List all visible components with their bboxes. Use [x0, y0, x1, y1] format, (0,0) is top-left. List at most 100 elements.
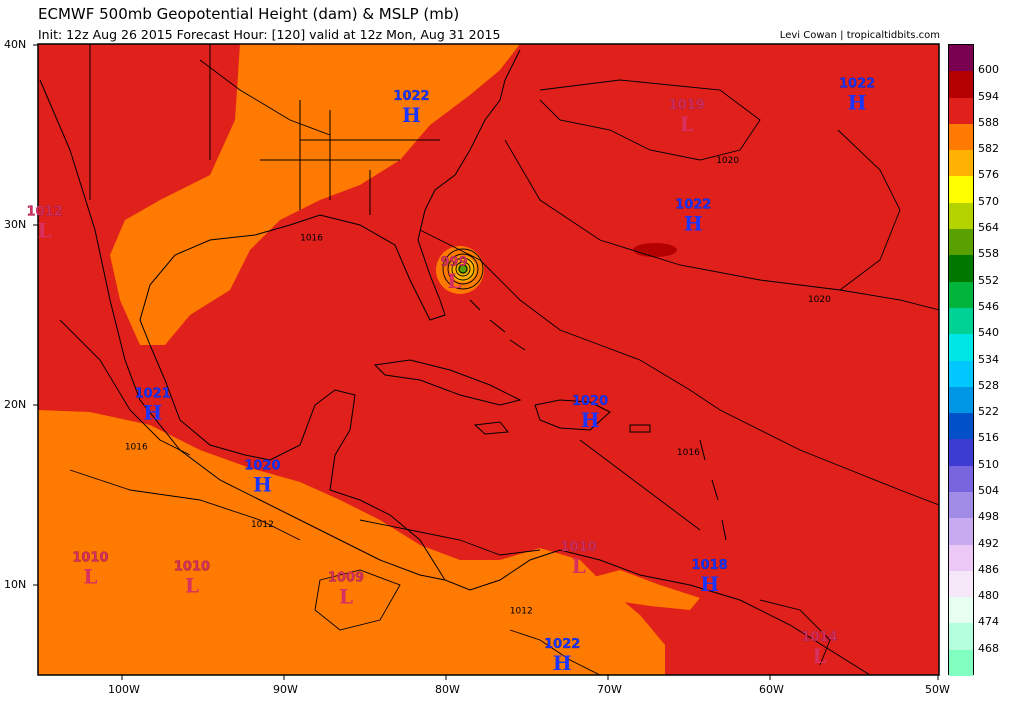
lat-label-10n: 10N: [4, 578, 27, 591]
isobar-label: 1012: [251, 520, 274, 530]
colorbar-segment: [949, 544, 973, 572]
height-fill-594-north: [520, 44, 939, 130]
high-symbol: H: [848, 90, 867, 114]
pressure-value: 1010: [174, 560, 210, 575]
colorbar-level-label: 588: [978, 115, 999, 129]
colorbar-level-label: 474: [978, 615, 999, 629]
low-symbol: L: [339, 584, 353, 608]
high-symbol: H: [700, 572, 719, 596]
colorbar-level-label: 570: [978, 194, 999, 208]
colorbar-segment: [949, 97, 973, 125]
lon-label-90w: 90W: [273, 683, 298, 696]
colorbar-level-label: 534: [978, 352, 999, 366]
pressure-value: 1022: [393, 89, 429, 104]
colorbar-segment: [949, 334, 973, 361]
low-symbol: L: [812, 644, 826, 668]
low-symbol: L: [572, 554, 586, 578]
lon-label-80w: 80W: [435, 683, 460, 696]
low-symbol: L: [447, 269, 461, 293]
colorbar-level-label: 558: [978, 247, 999, 261]
colorbar-segment: [949, 570, 973, 598]
map-subtitle: Init: 12z Aug 26 2015 Forecast Hour: [12…: [38, 27, 501, 42]
colorbar-segment: [949, 71, 973, 99]
colorbar-level-label: 468: [978, 641, 999, 655]
colorbar-level-label: 564: [978, 221, 999, 235]
colorbar-segment: [949, 597, 973, 624]
lat-label-40n: 40N: [4, 38, 27, 51]
map-frame: [37, 43, 940, 676]
height-fill-594-patch: [633, 243, 677, 257]
pressure-value: 1022: [839, 76, 875, 91]
low-symbol: L: [83, 565, 97, 589]
hurricane-isobars: [442, 248, 484, 290]
height-fill-582-south: [38, 410, 665, 675]
colorbar-level-label: 516: [978, 431, 999, 445]
colorbar-segment: [949, 491, 973, 519]
hurricane-fill-core: [458, 264, 468, 274]
colorbar-segment: [949, 413, 973, 440]
high-symbol: H: [581, 408, 600, 432]
isobars: [59, 59, 939, 675]
lon-label-100w: 100W: [108, 683, 140, 696]
colorbar-level-label: 546: [978, 299, 999, 313]
pressure-value: 1020: [244, 459, 280, 474]
pressure-value: 999: [441, 255, 468, 270]
lat-label-20n: 20N: [4, 398, 27, 411]
colorbar-level-label: 498: [978, 510, 999, 524]
colorbar-level-label: 492: [978, 536, 999, 550]
pressure-value: 1014: [801, 630, 837, 645]
pressure-value: 1012: [26, 204, 62, 219]
colorbar-level-label: 582: [978, 142, 999, 156]
height-fill-582-venezuela: [590, 570, 700, 610]
pressure-value: 1021: [135, 387, 171, 402]
isobar-label: 1016: [300, 234, 323, 244]
high-symbol: H: [553, 651, 572, 675]
pressure-value: 1018: [692, 558, 728, 573]
lon-label-50w: 50W: [925, 683, 950, 696]
colorbar-segment: [949, 176, 973, 204]
pressure-value: 1010: [561, 540, 597, 555]
low-symbol: L: [38, 218, 52, 242]
colorbar-level-label: 552: [978, 273, 999, 287]
isobar-label: 1016: [677, 448, 700, 458]
colorbar-segment: [949, 649, 973, 677]
pressure-value: 1022: [675, 197, 711, 212]
colorbar-segment: [949, 45, 973, 72]
colorbar-segment: [949, 123, 973, 151]
axis-ticks: [33, 44, 939, 680]
isobar-label: 1012: [510, 607, 533, 617]
lat-label-30n: 30N: [4, 218, 27, 231]
colorbar-segment: [949, 386, 973, 414]
coastlines: [39, 44, 871, 675]
high-symbol: H: [143, 401, 162, 425]
colorbar-segment: [949, 281, 973, 309]
isobar-label: 1020: [808, 295, 831, 305]
high-symbol: H: [402, 103, 421, 127]
colorbar-level-label: 594: [978, 89, 999, 103]
colorbar-segment: [949, 202, 973, 230]
colorbar-level-label: 600: [978, 63, 999, 77]
colorbar-segment: [949, 150, 973, 177]
colorbar-segment: [949, 360, 973, 388]
colorbar-segment: [949, 465, 973, 493]
lon-label-70w: 70W: [597, 683, 622, 696]
credit-text: Levi Cowan | tropicaltidbits.com: [779, 30, 940, 41]
isobar-labels: 1020 1020 1016 1016 1016 1012 1012: [125, 156, 831, 617]
colorbar-level-label: 480: [978, 589, 999, 603]
high-symbol: H: [684, 211, 703, 235]
